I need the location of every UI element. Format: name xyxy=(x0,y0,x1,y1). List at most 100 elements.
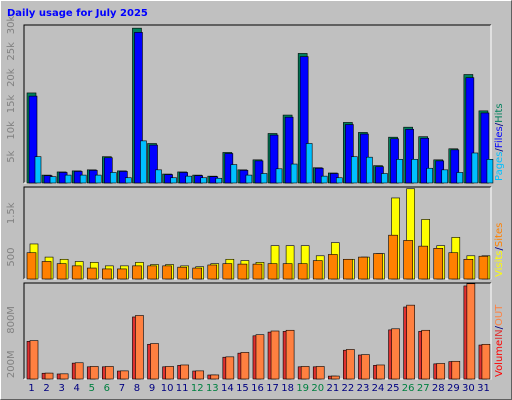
legend: Pages/Files/Hits xyxy=(494,103,505,181)
x-tick-label: 27 xyxy=(417,383,430,394)
x-tick-label: 31 xyxy=(477,383,490,394)
bar xyxy=(411,159,418,184)
bar xyxy=(351,156,358,184)
x-tick-label: 25 xyxy=(387,383,400,394)
legend-entry: Pages xyxy=(494,152,505,181)
x-tick-label: 10 xyxy=(161,383,174,394)
legend-entry: Hits xyxy=(494,103,505,122)
bar xyxy=(255,334,265,380)
bar xyxy=(170,177,177,184)
bar xyxy=(284,116,294,184)
bar xyxy=(335,177,343,184)
bar xyxy=(252,263,263,280)
bar xyxy=(381,173,388,184)
bar xyxy=(267,263,278,280)
legend-entry: Files xyxy=(494,126,505,148)
bar xyxy=(44,372,54,380)
x-tick-label: 30 xyxy=(462,383,475,394)
bar xyxy=(230,164,238,184)
bar xyxy=(426,167,433,184)
bar xyxy=(320,175,328,184)
legend-separator: / xyxy=(494,122,505,126)
y-tick-label: 15k xyxy=(6,95,17,114)
bar xyxy=(132,265,142,280)
bar xyxy=(102,268,112,280)
plot-frame-dark xyxy=(23,282,491,379)
x-tick-label: 17 xyxy=(266,383,279,394)
legend-entry: Visits xyxy=(494,250,505,277)
bar xyxy=(373,253,383,280)
x-tick-label: 11 xyxy=(176,383,189,394)
bar xyxy=(312,260,323,280)
bar xyxy=(59,373,69,380)
bar xyxy=(117,268,127,280)
x-tick-label: 3 xyxy=(58,383,64,394)
bar xyxy=(180,364,189,380)
bar xyxy=(465,77,475,184)
x-tick-label: 2 xyxy=(43,383,49,394)
bar xyxy=(305,143,313,184)
bar xyxy=(26,252,37,280)
bar xyxy=(478,255,489,280)
bar xyxy=(119,171,128,184)
bar xyxy=(275,168,283,184)
bar xyxy=(177,266,187,280)
bar xyxy=(207,264,218,280)
bar xyxy=(433,248,444,280)
bar xyxy=(245,174,253,184)
bar xyxy=(366,156,373,184)
x-tick-label: 20 xyxy=(311,383,324,394)
bar xyxy=(140,140,147,184)
bar xyxy=(361,354,370,380)
x-tick-label: 26 xyxy=(402,383,415,394)
bar xyxy=(104,157,113,184)
bar xyxy=(120,370,129,380)
bar xyxy=(155,169,162,184)
bar xyxy=(343,258,353,280)
bar xyxy=(314,167,324,184)
bar xyxy=(94,174,102,184)
bar xyxy=(240,352,250,380)
bar xyxy=(471,152,479,184)
bar xyxy=(135,315,144,380)
bar xyxy=(41,261,52,280)
bar xyxy=(421,329,430,380)
bar xyxy=(480,112,490,184)
bar xyxy=(185,175,192,184)
x-tick-label: 9 xyxy=(149,383,155,394)
x-tick-label: 5 xyxy=(89,383,95,394)
bar xyxy=(299,56,309,184)
bar xyxy=(89,366,99,380)
bar xyxy=(125,177,132,184)
legend-separator: / xyxy=(494,246,505,250)
bar xyxy=(49,176,57,184)
y-tick-label: 10k xyxy=(6,121,17,140)
x-tick-label: 7 xyxy=(119,383,125,394)
bar xyxy=(79,174,87,184)
legend: Visits/Sites xyxy=(494,223,505,277)
bar xyxy=(436,363,446,380)
x-tick-label: 21 xyxy=(326,383,339,394)
bar xyxy=(327,254,338,280)
bar xyxy=(481,343,491,380)
bar xyxy=(110,172,117,184)
x-tick-label: 13 xyxy=(206,383,219,394)
legend-entry: IN xyxy=(494,329,505,339)
bar xyxy=(456,172,464,184)
bar xyxy=(297,263,308,280)
bar xyxy=(29,340,39,380)
x-tick-label: 16 xyxy=(251,383,264,394)
bar xyxy=(451,360,461,380)
y-tick-label: 30k xyxy=(6,16,17,35)
plot-frame-dark xyxy=(23,24,491,183)
legend-separator: / xyxy=(494,325,505,329)
bar xyxy=(147,265,157,280)
y-tick-label: 200M xyxy=(6,350,17,378)
bar xyxy=(74,362,84,380)
legend-entry: Sites xyxy=(494,223,505,247)
y-tick-label: 25k xyxy=(6,42,17,61)
y-tick-label: 500 xyxy=(6,248,17,267)
chart-title: Daily usage for July 2025 xyxy=(7,8,148,19)
plot-frame-dark xyxy=(23,186,491,279)
